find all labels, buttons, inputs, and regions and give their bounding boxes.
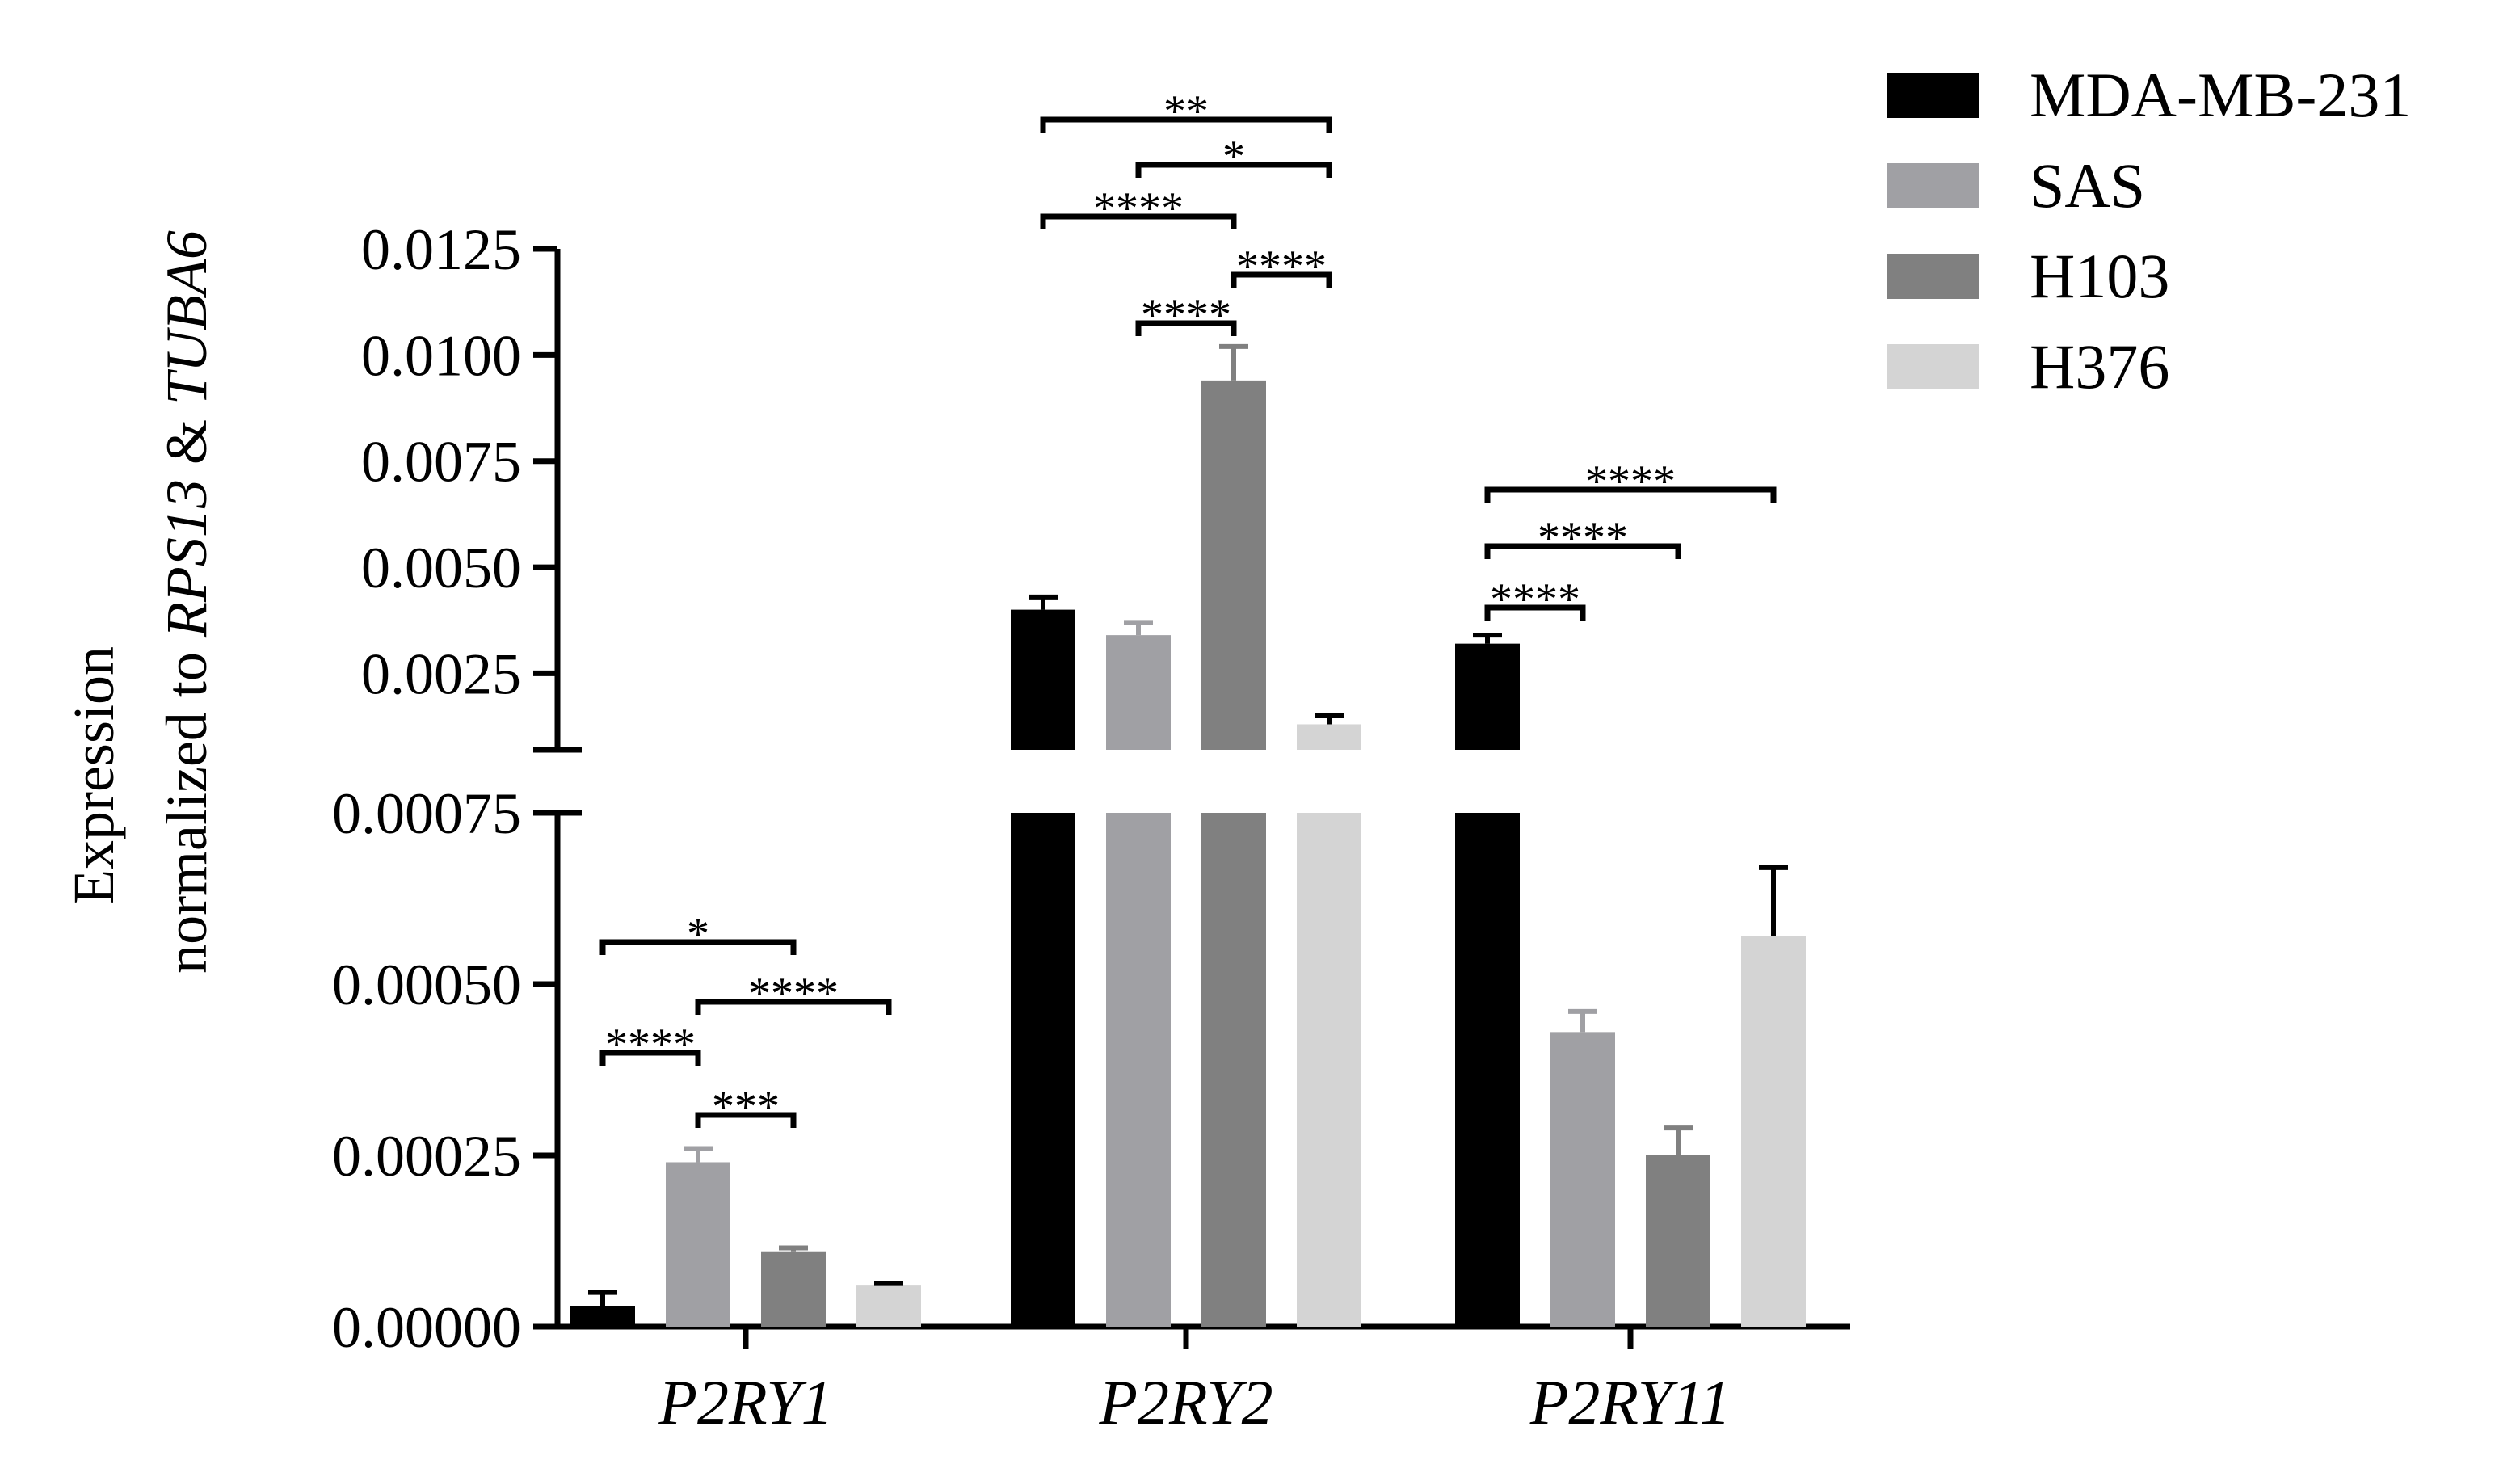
y-tick-label: 0.0125 (361, 217, 521, 282)
bar (1106, 813, 1171, 1327)
legend-swatch (1887, 344, 1979, 389)
bar (1455, 813, 1520, 1327)
x-tick-label: P2RY1 (658, 1367, 832, 1437)
significance-label: **** (1236, 242, 1327, 292)
legend-label: MDA-MB-231 (2030, 60, 2411, 130)
significance-label: **** (1585, 457, 1676, 507)
significance-bracket (1484, 543, 1681, 559)
significance-label: **** (748, 969, 839, 1019)
y-tick-label: 0.0025 (361, 642, 521, 706)
bar (1297, 724, 1361, 750)
bar (1550, 1032, 1615, 1327)
significance-bracket (1040, 116, 1332, 133)
bar (1201, 813, 1266, 1327)
significance-bracket (1484, 604, 1586, 621)
significance-label: *** (712, 1082, 780, 1132)
y-tick-label: 0.00075 (332, 781, 521, 846)
y-axis-label-line2: normalized to RPS13 & TUBA6 (154, 230, 219, 974)
legend-swatch (1887, 73, 1979, 118)
bar (1106, 635, 1171, 750)
x-tick-label: P2RY2 (1098, 1367, 1273, 1437)
y-tick-label: 0.00000 (332, 1295, 521, 1360)
significance-label: * (687, 909, 709, 959)
significance-bracket (1040, 213, 1237, 229)
bar (1741, 936, 1806, 1327)
significance-label: **** (1141, 290, 1231, 340)
significance-bracket (599, 939, 797, 955)
significance-label: ** (1163, 86, 1209, 137)
significance-bracket (1135, 162, 1332, 178)
bar (856, 1285, 921, 1327)
bar (1011, 813, 1075, 1327)
bars (570, 343, 1806, 1327)
significance-brackets: *************************************** (599, 86, 1777, 1132)
legend-swatch (1887, 254, 1979, 299)
bar (1455, 643, 1520, 750)
y-tick-label: 0.0050 (361, 536, 521, 600)
axes: 0.00000 0.00025 0.00050 0.00075 0.0025 0.0050… (332, 217, 1850, 1437)
significance-bracket (1135, 320, 1237, 336)
significance-label: **** (1490, 574, 1580, 625)
significance-label: **** (1538, 513, 1628, 563)
legend-label: H103 (2030, 241, 2169, 311)
y-tick-label: 0.0075 (361, 430, 521, 494)
y-axis-label-line1: Expression (61, 646, 126, 905)
bar (666, 1162, 730, 1327)
y-tick-label: 0.00050 (332, 953, 521, 1017)
legend: MDA-MB-231 SAS H103 H376 (1887, 60, 2411, 402)
legend-label: SAS (2030, 150, 2145, 221)
y-tick-label: 0.0100 (361, 323, 521, 388)
y-tick-label: 0.00025 (332, 1124, 521, 1189)
significance-bracket (695, 999, 892, 1015)
bar (1297, 813, 1361, 1327)
bar (1646, 1155, 1710, 1327)
y-axis-label: Expression normalized to RPS13 & TUBA6 (61, 230, 219, 974)
significance-bracket (1231, 271, 1332, 288)
bar (570, 1306, 635, 1327)
legend-swatch (1887, 163, 1979, 208)
significance-label: * (1222, 132, 1245, 182)
significance-bracket (695, 1112, 797, 1128)
legend-label: H376 (2030, 331, 2169, 402)
bar (1201, 380, 1266, 750)
significance-label: **** (1093, 183, 1184, 234)
significance-bracket (599, 1050, 701, 1066)
bar (1011, 609, 1075, 750)
significance-bracket (1484, 486, 1777, 503)
significance-label: **** (605, 1020, 696, 1070)
x-tick-label: P2RY11 (1529, 1367, 1731, 1437)
bar (761, 1251, 826, 1327)
